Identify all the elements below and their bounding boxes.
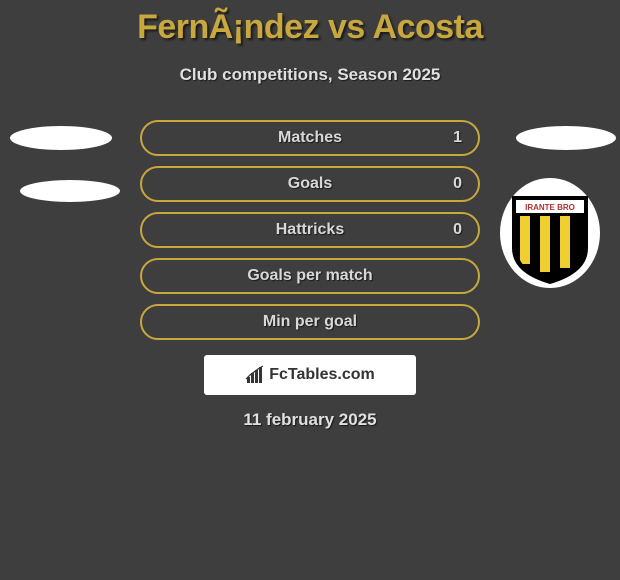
stats-container: Matches 1 Goals 0 Hattricks 0 Goals per … bbox=[140, 120, 480, 350]
date-text: 11 february 2025 bbox=[0, 410, 620, 430]
stat-row-min-per-goal: Min per goal bbox=[140, 304, 480, 340]
stat-row-hattricks: Hattricks 0 bbox=[140, 212, 480, 248]
stat-row-goals: Goals 0 bbox=[140, 166, 480, 202]
stat-value-right: 0 bbox=[453, 221, 462, 239]
stat-label: Goals per match bbox=[247, 267, 372, 285]
left-club-badge-placeholder bbox=[20, 180, 120, 202]
page-title: FernÃ¡ndez vs Acosta bbox=[0, 0, 620, 47]
fctables-banner: FcTables.com bbox=[204, 355, 416, 395]
stat-label: Goals bbox=[288, 175, 332, 193]
shield-icon: IRANTE BRO bbox=[500, 178, 600, 288]
bar-chart-icon bbox=[245, 365, 265, 385]
right-club-badge: IRANTE BRO bbox=[500, 178, 600, 288]
svg-text:IRANTE BRO: IRANTE BRO bbox=[525, 203, 575, 212]
stat-label: Hattricks bbox=[276, 221, 344, 239]
stat-row-matches: Matches 1 bbox=[140, 120, 480, 156]
stat-value-right: 1 bbox=[453, 129, 462, 147]
banner-text: FcTables.com bbox=[269, 366, 375, 384]
stat-value-right: 0 bbox=[453, 175, 462, 193]
stat-label: Matches bbox=[278, 129, 342, 147]
subtitle: Club competitions, Season 2025 bbox=[0, 65, 620, 85]
stat-label: Min per goal bbox=[263, 313, 357, 331]
right-player-avatar-placeholder bbox=[516, 126, 616, 150]
stat-row-goals-per-match: Goals per match bbox=[140, 258, 480, 294]
left-player-avatar-placeholder bbox=[10, 126, 112, 150]
